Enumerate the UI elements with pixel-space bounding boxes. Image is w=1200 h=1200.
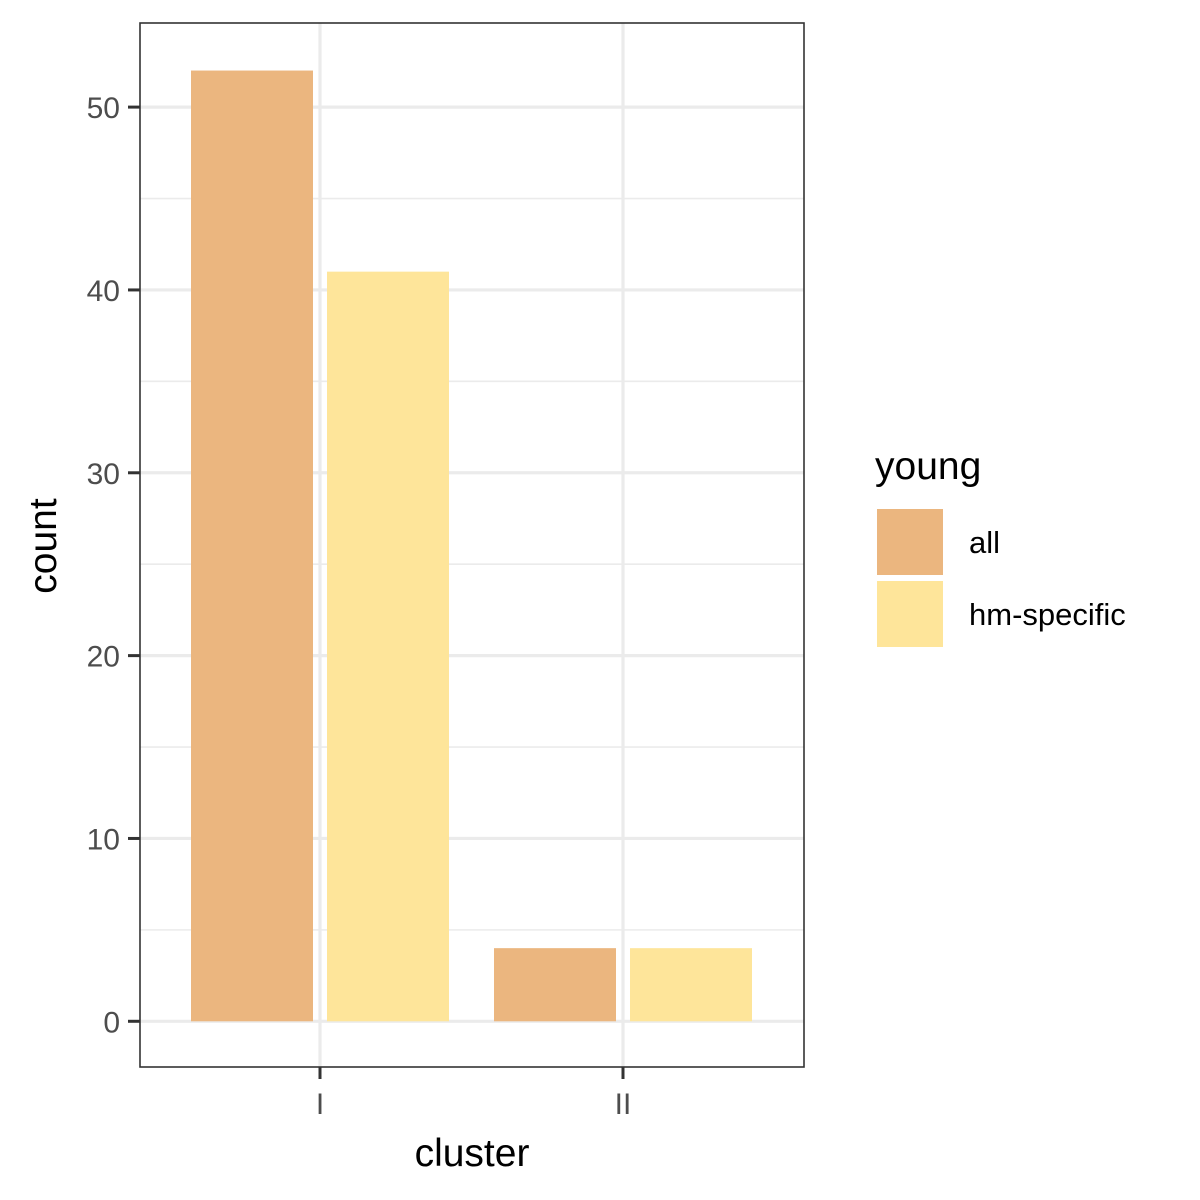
y-tick-label: 0 — [103, 1006, 120, 1039]
y-tick-label: 30 — [87, 458, 120, 491]
bar-all-II — [494, 948, 616, 1022]
y-tick-label: 40 — [87, 275, 120, 308]
legend-key-all — [877, 509, 943, 575]
bar-all-I — [191, 70, 313, 1022]
legend-label-hm-specific: hm-specific — [969, 597, 1126, 632]
legend-title: young — [875, 445, 981, 488]
legend: young all hm-specific — [875, 445, 1126, 647]
y-tick-label: 10 — [87, 823, 120, 856]
y-axis: 0 10 20 30 40 50 — [87, 92, 140, 1039]
x-tick-label: I — [316, 1088, 324, 1121]
legend-key-hm-specific — [877, 581, 943, 647]
x-axis-title: cluster — [415, 1132, 530, 1175]
y-axis-title: count — [22, 498, 65, 594]
y-tick-label: 20 — [87, 641, 120, 674]
bars — [191, 70, 752, 1022]
x-tick-label: II — [615, 1088, 632, 1121]
bar-hm-specific-II — [630, 948, 752, 1022]
x-axis: I II — [316, 1067, 632, 1121]
bar-hm-specific-I — [327, 271, 449, 1022]
legend-label-all: all — [969, 525, 1000, 560]
y-tick-label: 50 — [87, 92, 120, 125]
plot-panel-border — [139, 22, 805, 1068]
